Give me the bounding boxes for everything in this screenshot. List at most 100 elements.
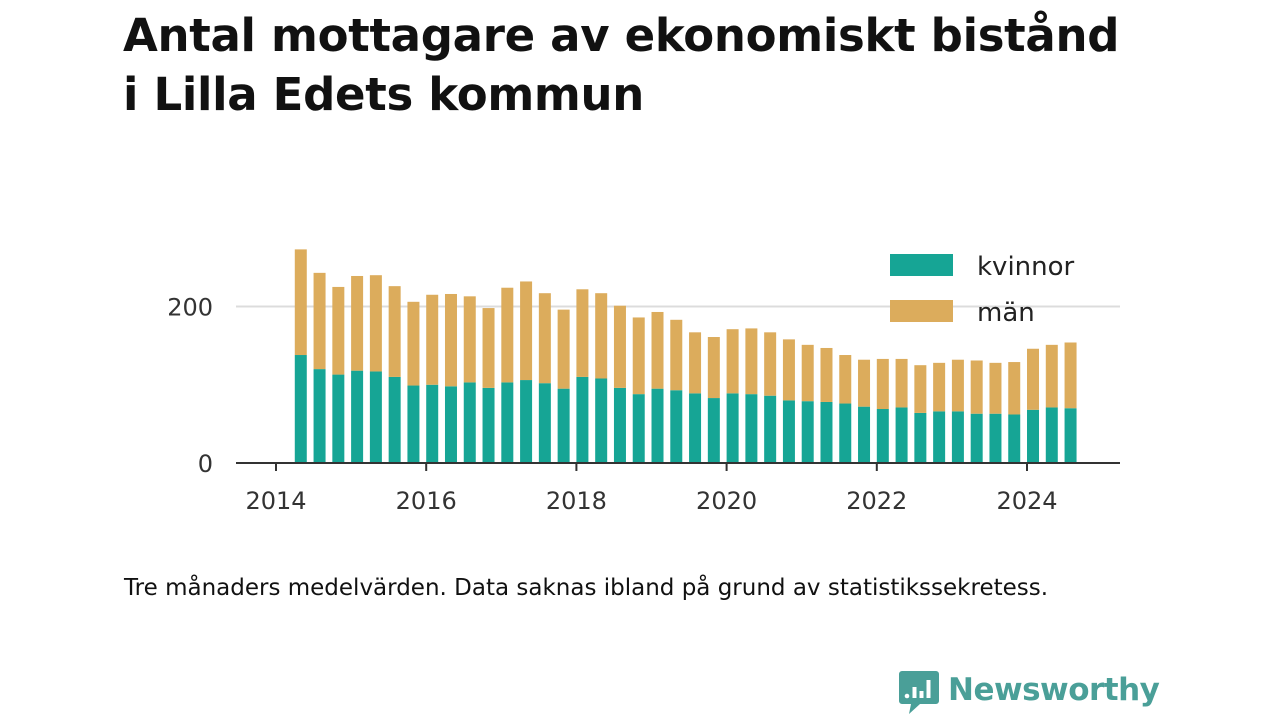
bar-man (407, 301, 420, 386)
brand-name: Newsworthy (948, 672, 1160, 708)
bar-kvinnor (557, 388, 570, 463)
bar-man (1008, 362, 1021, 415)
legend: kvinnor män (890, 252, 1075, 328)
bar-man (294, 249, 307, 356)
bar-kvinnor (670, 390, 683, 463)
bar-man (782, 339, 795, 401)
bar-man (970, 360, 983, 414)
bar-man (332, 286, 345, 375)
bar-kvinnor (482, 387, 495, 463)
bar-man (858, 359, 871, 407)
bar-man (463, 296, 476, 383)
bar-kvinnor (764, 395, 777, 463)
bar-man (520, 281, 533, 381)
bar-man (501, 287, 514, 383)
bar-kvinnor (933, 411, 946, 463)
bar-kvinnor (351, 370, 364, 463)
bar-man (933, 362, 946, 412)
bar-kvinnor (407, 385, 420, 463)
bar-man (426, 294, 439, 385)
bar-kvinnor (332, 374, 345, 463)
bar-kvinnor (632, 394, 645, 463)
bar-kvinnor (839, 403, 852, 463)
x-tick-label: 2020 (696, 487, 757, 515)
bar-man (689, 332, 702, 394)
chart-note: Tre månaders medelvärden. Data saknas ib… (124, 575, 1049, 601)
bar-man (444, 293, 457, 387)
bar-kvinnor (1027, 409, 1040, 463)
y-tick-label: 0 (198, 450, 213, 478)
bar-man (313, 272, 326, 370)
bar-kvinnor (782, 400, 795, 463)
bar-kvinnor (951, 411, 964, 463)
bar-kvinnor (801, 401, 814, 463)
x-tick-label: 2016 (396, 487, 457, 515)
bar-man (820, 347, 833, 402)
bar-kvinnor (820, 401, 833, 463)
x-tick-label: 2022 (846, 487, 907, 515)
bar-man (369, 275, 382, 372)
legend-label: kvinnor (977, 252, 1075, 282)
bar-man (989, 362, 1002, 414)
y-tick-label: 200 (167, 294, 213, 322)
bar-man (538, 293, 551, 384)
bar-kvinnor (294, 355, 307, 463)
x-tick-label: 2024 (996, 487, 1057, 515)
bar-kvinnor (613, 387, 626, 463)
bar-kvinnor (1008, 414, 1021, 463)
bar-kvinnor (745, 394, 758, 463)
newsworthy-logo: Newsworthy (898, 668, 1160, 720)
bar-kvinnor (1045, 407, 1058, 463)
bar-man (651, 311, 664, 389)
bar-man (482, 308, 495, 388)
bar-man (613, 305, 626, 388)
bar-kvinnor (726, 393, 739, 463)
bar-kvinnor (876, 409, 889, 463)
bar-kvinnor (707, 398, 720, 463)
chart-title: Antal mottagare av ekonomiskt bistånd i … (123, 9, 1120, 121)
legend-swatch (890, 254, 953, 276)
bar-man (764, 332, 777, 396)
bar-kvinnor (444, 386, 457, 463)
axis-ticks: 2014 2016 2018 2020 2022 2024 0 200 (167, 294, 1057, 516)
bar-kvinnor (689, 393, 702, 463)
bar-man (388, 286, 401, 377)
bar-man (576, 289, 589, 377)
bar-man (895, 358, 908, 408)
bar-kvinnor (576, 376, 589, 463)
bar-man (707, 337, 720, 399)
legend-swatch (890, 300, 953, 322)
bar-kvinnor (595, 378, 608, 463)
bar-kvinnor (1064, 408, 1077, 463)
bar-kvinnor (895, 407, 908, 463)
bar-kvinnor (313, 369, 326, 463)
bar-man (1045, 344, 1058, 408)
bar-man (1027, 348, 1040, 410)
bar-kvinnor (520, 380, 533, 463)
legend-label: män (977, 298, 1035, 328)
bar-man (1064, 342, 1077, 409)
bar-man (876, 358, 889, 410)
bar-kvinnor (651, 388, 664, 463)
bar-man (951, 359, 964, 412)
bar-kvinnor (463, 382, 476, 463)
bar-man (745, 328, 758, 395)
bar-kvinnor (538, 383, 551, 463)
bar-man (351, 275, 364, 371)
bar-man (839, 355, 852, 404)
bar-kvinnor (369, 371, 382, 463)
bar-man (595, 293, 608, 379)
bar-kvinnor (989, 413, 1002, 463)
bar-man (557, 309, 570, 389)
x-tick-label: 2018 (546, 487, 607, 515)
bar-man (801, 344, 814, 402)
stacked-bar-chart: 2014 2016 2018 2020 2022 2024 0 200 kvinnor män (167, 249, 1120, 516)
bar-kvinnor (858, 406, 871, 463)
newsworthy-logo-icon (899, 671, 939, 714)
bar-kvinnor (970, 413, 983, 463)
bar-man (632, 317, 645, 395)
bars (294, 249, 1077, 463)
bar-kvinnor (388, 376, 401, 463)
bar-kvinnor (426, 384, 439, 463)
x-tick-label: 2014 (245, 487, 306, 515)
